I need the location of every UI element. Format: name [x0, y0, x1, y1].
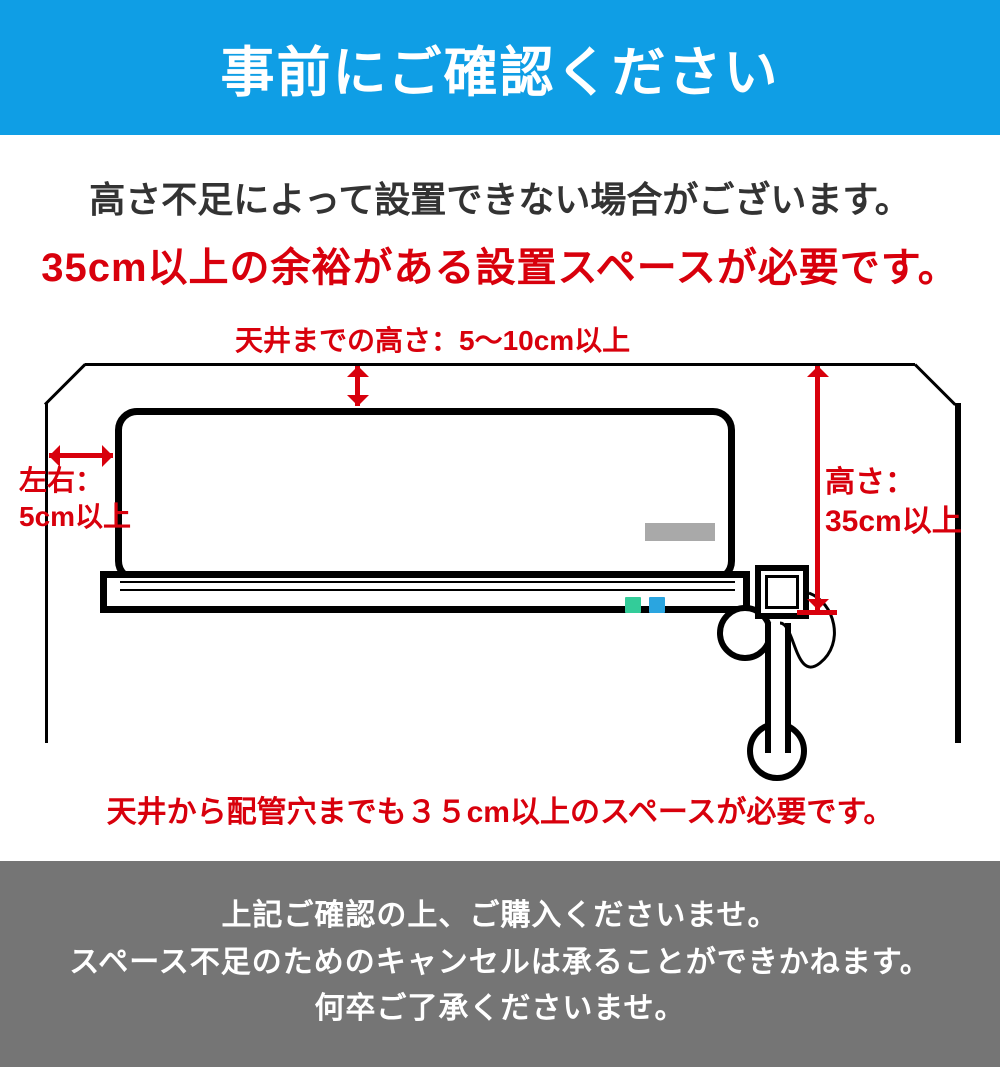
ac-led-0 [625, 597, 641, 613]
arrow-ceiling-head-up [347, 366, 369, 377]
room-right-wall [955, 403, 961, 743]
header-text: 事前にご確認ください [221, 43, 780, 103]
arrow-height-head-down [807, 599, 829, 610]
label-side-clearance: 左右：5cm以上 [19, 463, 131, 536]
room-left-wall [45, 403, 48, 743]
footer-line-3: 何卒ご了承くださいませ。 [0, 986, 1000, 1033]
drain-pipe [765, 623, 791, 753]
arrow-height-head-up [807, 366, 829, 377]
arrow-height-stem [815, 366, 820, 610]
ac-brand-plate [645, 523, 715, 541]
ac-led-1 [649, 597, 665, 613]
installation-diagram: 天井までの高さ：5～10cm以上左右：5cm以上高さ：35cm以上 [25, 303, 975, 773]
arrow-ceiling-head-down [347, 395, 369, 406]
room-corner-tl [44, 363, 86, 405]
room-corner-tr [914, 363, 956, 405]
ac-slit-0 [120, 581, 735, 583]
footer-line-2: スペース不足のためのキャンセルは承ることができかねます。 [0, 940, 1000, 987]
footer-bar: 上記ご確認の上、ご購入くださいませ。スペース不足のためのキャンセルは承ることがで… [0, 861, 1000, 1067]
label-ceiling-clearance: 天井までの高さ：5～10cm以上 [235, 319, 630, 359]
ac-unit-body [115, 408, 735, 583]
header-bar: 事前にご確認ください [0, 0, 1000, 135]
arrow-height-baseline [797, 610, 837, 615]
power-outlet-inner [765, 575, 799, 609]
bottom-red-note: 天井から配管穴までも３５cm以上のスペースが必要です。 [0, 787, 1000, 831]
intro-block: 高さ不足によって設置できない場合がございます。 35cm以上の余裕がある設置スペ… [0, 171, 1000, 293]
intro-line-1: 高さ不足によって設置できない場合がございます。 [0, 171, 1000, 223]
intro-line-2: 35cm以上の余裕がある設置スペースが必要です。 [0, 235, 1000, 293]
footer-line-1: 上記ご確認の上、ご購入くださいませ。 [0, 893, 1000, 940]
room-ceiling-line [85, 363, 915, 366]
ac-slit-1 [120, 589, 735, 591]
label-height-clearance: 高さ：35cm以上 [825, 463, 962, 541]
